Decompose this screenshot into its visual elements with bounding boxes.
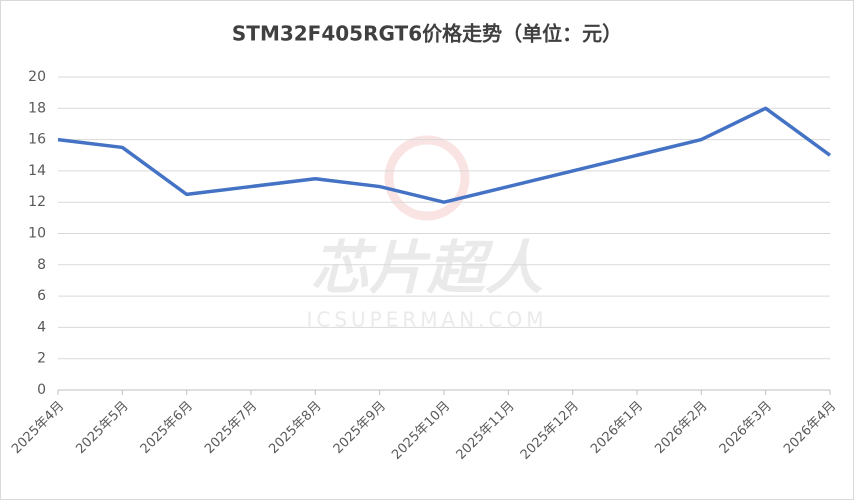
chart-title: STM32F405RGT6价格走势（单位：元） — [232, 22, 622, 46]
watermark-title: 芯片超人 — [311, 234, 543, 302]
y-tick-label: 14 — [28, 163, 46, 179]
y-tick-label: 16 — [28, 132, 46, 148]
y-tick-label: 6 — [37, 288, 46, 304]
y-tick-label: 2 — [37, 351, 46, 367]
y-tick-label: 12 — [28, 194, 46, 210]
data-line — [57, 106, 832, 204]
y-tick-label: 8 — [37, 257, 46, 273]
y-tick-label: 0 — [37, 382, 46, 398]
y-tick-label: 20 — [28, 69, 46, 85]
y-tick-label: 10 — [28, 226, 46, 242]
y-tick-label: 4 — [37, 319, 46, 335]
y-tick-label: 18 — [28, 100, 46, 116]
